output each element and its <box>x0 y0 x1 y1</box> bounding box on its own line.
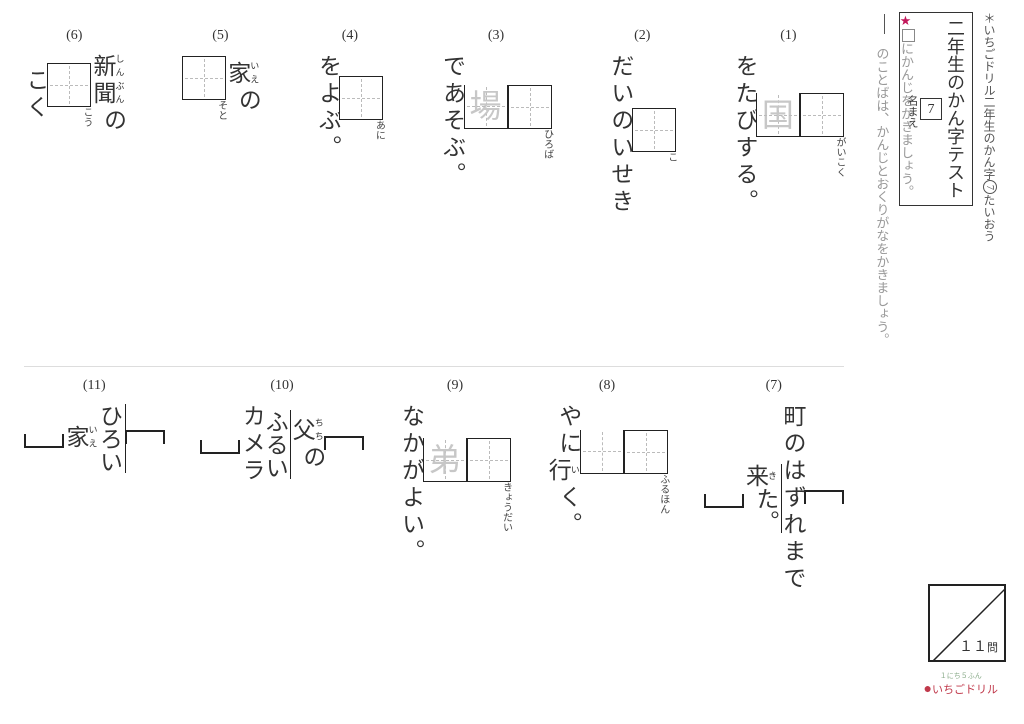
question-number: (11) <box>83 378 106 394</box>
question-item: (6) 新しん聞ぶんのこうこく <box>24 28 125 216</box>
question-number: (9) <box>447 378 463 394</box>
brand-logo: １にち５ふん ●いちごドリル <box>924 671 998 698</box>
question-item: (2) こだいのいせき <box>609 28 676 216</box>
instructions: ★にかんじをかきましょう。 のことばは、かんじとおくりがなをかきましょう。 <box>869 14 918 346</box>
question-number: (3) <box>488 28 504 44</box>
question-number: (1) <box>780 28 796 44</box>
question-item: (11) ひろい家いえ <box>24 378 165 593</box>
top-note: ＊いちごドリル二年生のかん字7たいおう <box>981 12 998 242</box>
question-item: (7) 町のはずれまで来きた。 <box>704 378 845 593</box>
question-number: (10) <box>270 378 293 394</box>
question-item: (5) 家いえのそと <box>182 28 260 216</box>
question-item: (1) 国がいこくをたびする。 <box>733 28 844 216</box>
worksheet-title: 二年生のかん字テスト <box>942 19 968 199</box>
question-number: (6) <box>66 28 82 44</box>
star-icon: ★ <box>899 14 914 29</box>
question-number: (2) <box>634 28 650 44</box>
question-row-1: (1) 国がいこくをたびする。 (2) こだいのいせき (3) 場ひろばであそぶ… <box>24 28 844 216</box>
question-number: (7) <box>766 378 782 394</box>
question-row-2: (7) 町のはずれまで来きた。 (8) ふるほんやに行いく。 (9) 弟きょうだ… <box>24 378 844 593</box>
question-number: (4) <box>342 28 358 44</box>
question-item: (4) あにをよぶ。 <box>316 28 383 216</box>
worksheet-number: 7 <box>920 98 942 120</box>
score-box: １１問 <box>928 584 1006 662</box>
question-item: (3) 場ひろばであそぶ。 <box>441 28 552 216</box>
question-item: (8) ふるほんやに行いく。 <box>546 378 668 593</box>
question-item: (10) 父ちちのふるいカメラ <box>200 378 364 593</box>
question-item: (9) 弟きょうだいなかがよい。 <box>400 378 511 593</box>
question-number: (8) <box>599 378 615 394</box>
question-number: (5) <box>212 28 228 44</box>
